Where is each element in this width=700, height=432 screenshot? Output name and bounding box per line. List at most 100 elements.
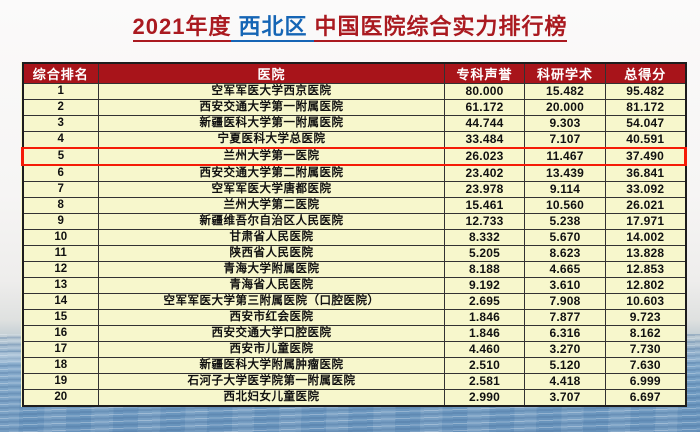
cell-research_academic: 9.303 [524,115,606,132]
cell-rank: 10 [22,229,99,246]
cell-hospital: 宁夏医科大学总医院 [98,131,445,149]
page-title-segment: 2021年度 [132,14,232,42]
cell-research_academic: 3.707 [524,389,606,407]
cell-specialty_reputation: 2.510 [444,357,525,374]
cell-research_academic: 4.418 [524,373,606,390]
cell-rank: 2 [22,99,99,116]
cell-research_academic: 8.623 [524,245,606,262]
cell-total_score: 12.802 [605,277,686,294]
cell-rank: 11 [22,245,99,262]
page-title: 2021年度 西北区 中国医院综合实力排行榜 [0,13,700,42]
page-title-segment: 中国医院综合实力排行榜 [314,14,568,42]
cell-research_academic: 4.665 [524,261,606,278]
table-row: 20 西北妇女儿童医院 2.990 3.707 6.697 [22,389,686,407]
table-row: 8 兰州大学第二医院 15.461 10.560 26.021 [22,197,686,214]
cell-total_score: 33.092 [605,181,686,198]
cell-research_academic: 3.270 [524,341,606,358]
cell-specialty_reputation: 2.581 [444,373,525,390]
cell-rank: 5 [21,147,99,166]
cell-total_score: 8.162 [605,325,686,342]
cell-research_academic: 5.238 [524,213,606,230]
cell-hospital: 甘肃省人民医院 [98,229,445,246]
cell-total_score: 95.482 [605,83,686,100]
cell-hospital: 新疆医科大学第一附属医院 [98,115,445,132]
column-header-rank: 综合排名 [22,62,99,84]
cell-rank: 3 [22,115,99,132]
cell-rank: 17 [22,341,99,358]
column-header-hospital: 医院 [98,62,445,84]
cell-rank: 15 [22,309,99,326]
cell-rank: 18 [22,357,99,374]
cell-hospital: 新疆医科大学附属肿瘤医院 [98,357,445,374]
cell-total_score: 26.021 [605,197,686,214]
cell-rank: 7 [22,181,99,198]
table-row: 17 西安市儿童医院 4.460 3.270 7.730 [22,341,686,358]
cell-hospital: 青海省人民医院 [98,277,445,294]
cell-specialty_reputation: 80.000 [444,83,525,100]
cell-research_academic: 6.316 [524,325,606,342]
table-row: 13 青海省人民医院 9.192 3.610 12.802 [22,277,686,294]
cell-hospital: 空军军医大学唐都医院 [98,181,445,198]
cell-specialty_reputation: 61.172 [444,99,525,116]
cell-specialty_reputation: 9.192 [444,277,525,294]
column-header-total_score: 总得分 [605,62,686,84]
cell-research_academic: 13.439 [524,164,606,182]
cell-hospital: 空军军医大学第三附属医院（口腔医院） [98,293,445,310]
cell-specialty_reputation: 33.484 [444,131,525,149]
table-row: 11 陕西省人民医院 5.205 8.623 13.828 [22,245,686,262]
cell-hospital: 西安市红会医院 [98,309,445,326]
table-row: 16 西安交通大学口腔医院 1.846 6.316 8.162 [22,325,686,342]
cell-hospital: 新疆维吾尔自治区人民医院 [98,213,445,230]
page-title-segment: 西北区 [231,14,315,42]
cell-research_academic: 10.560 [524,197,606,214]
cell-research_academic: 7.877 [524,309,606,326]
cell-research_academic: 20.000 [524,99,606,116]
cell-research_academic: 15.482 [524,83,606,100]
table-row: 15 西安市红会医院 1.846 7.877 9.723 [22,309,686,326]
table-row: 19 石河子大学医学院第一附属医院 2.581 4.418 6.999 [22,373,686,390]
cell-hospital: 西安交通大学口腔医院 [98,325,445,342]
cell-total_score: 6.999 [605,373,686,390]
cell-total_score: 9.723 [605,309,686,326]
cell-total_score: 37.490 [605,147,687,166]
table-row: 12 青海大学附属医院 8.188 4.665 12.853 [22,261,686,278]
cell-research_academic: 7.908 [524,293,606,310]
cell-specialty_reputation: 12.733 [444,213,525,230]
cell-hospital: 西安市儿童医院 [98,341,445,358]
cell-specialty_reputation: 8.332 [444,229,525,246]
cell-research_academic: 9.114 [524,181,606,198]
cell-research_academic: 7.107 [524,131,606,149]
cell-hospital: 青海大学附属医院 [98,261,445,278]
cell-rank: 1 [22,83,99,100]
table-row: 3 新疆医科大学第一附属医院 44.744 9.303 54.047 [22,115,686,132]
cell-hospital: 西安交通大学第一附属医院 [98,99,445,116]
cell-total_score: 10.603 [605,293,686,310]
table-row: 6 西安交通大学第二附属医院 23.402 13.439 36.841 [22,164,686,182]
cell-research_academic: 5.120 [524,357,606,374]
cell-total_score: 7.730 [605,341,686,358]
cell-total_score: 6.697 [605,389,686,407]
cell-specialty_reputation: 1.846 [444,325,525,342]
cell-specialty_reputation: 4.460 [444,341,525,358]
cell-rank: 13 [22,277,99,294]
cell-specialty_reputation: 23.402 [444,164,525,182]
cell-research_academic: 3.610 [524,277,606,294]
cell-specialty_reputation: 5.205 [444,245,525,262]
cell-rank: 6 [22,164,99,182]
column-header-research_academic: 科研学术 [524,62,606,84]
table-row: 7 空军军医大学唐都医院 23.978 9.114 33.092 [22,181,686,198]
cell-total_score: 14.002 [605,229,686,246]
cell-hospital: 西北妇女儿童医院 [98,389,445,407]
cell-specialty_reputation: 26.023 [444,147,525,166]
ranking-table: 综合排名 医院 专科声誉 科研学术 总得分 1 空军军医大学西京医院 80.000 15.48… [21,62,687,407]
cell-rank: 8 [22,197,99,214]
cell-total_score: 13.828 [605,245,686,262]
table-row: 1 空军军医大学西京医院 80.000 15.482 95.482 [22,83,686,100]
cell-rank: 4 [22,131,99,149]
table-row: 10 甘肃省人民医院 8.332 5.670 14.002 [22,229,686,246]
cell-specialty_reputation: 8.188 [444,261,525,278]
column-header-specialty_reputation: 专科声誉 [444,62,525,84]
table-row: 18 新疆医科大学附属肿瘤医院 2.510 5.120 7.630 [22,357,686,374]
cell-total_score: 36.841 [605,164,686,182]
